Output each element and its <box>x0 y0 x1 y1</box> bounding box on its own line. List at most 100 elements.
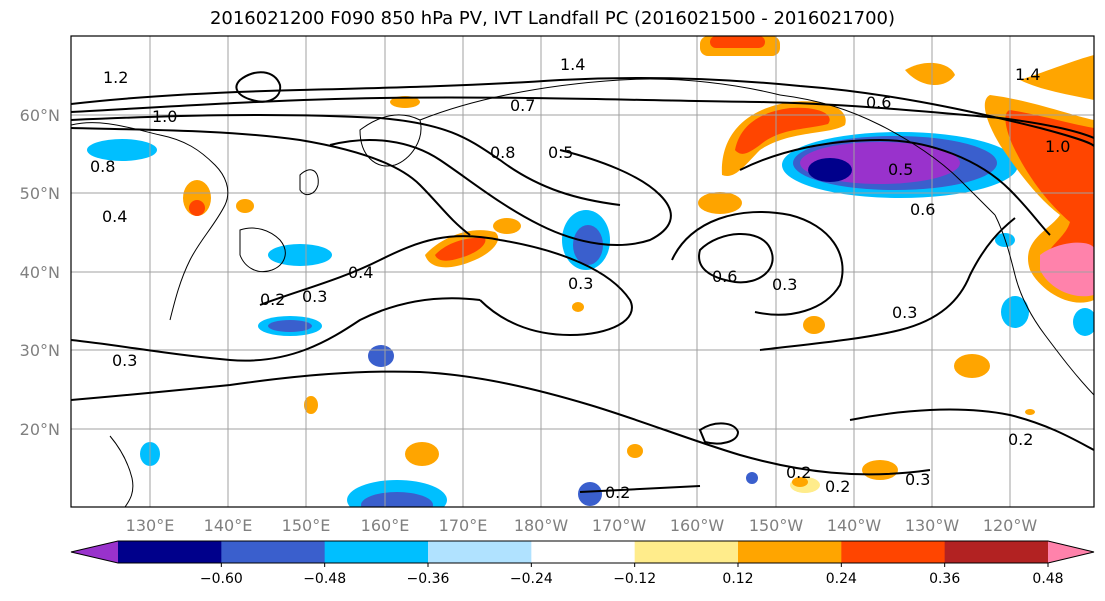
lon-label: 140°E <box>204 516 253 535</box>
lon-label: 170°E <box>439 516 488 535</box>
contour-label: 1.4 <box>560 55 585 74</box>
colorbar-tick-label: −0.60 <box>200 571 243 587</box>
negative-anomaly-small-2 <box>368 345 394 367</box>
contour-0-5-ring <box>671 211 844 316</box>
positive-anomaly-small-10-core <box>189 200 205 216</box>
negative-anomaly-west <box>87 139 157 161</box>
contour-label: 0.6 <box>910 200 935 219</box>
colorbar-tick-label: −0.48 <box>303 571 346 587</box>
colorbar-tick-label: −0.36 <box>407 571 450 587</box>
contour-label: 0.3 <box>568 274 593 293</box>
contour-0-2-east <box>849 408 1094 451</box>
contour-label: 1.4 <box>1015 65 1040 84</box>
positive-anomaly-small-18 <box>627 444 643 458</box>
shaded-pv-anomalies <box>87 36 1094 507</box>
lon-label: 130°W <box>905 516 960 535</box>
colorbar-segment <box>428 541 532 563</box>
colorbar-segment <box>738 541 842 563</box>
positive-anomaly-small-16 <box>304 396 318 414</box>
negative-anomaly-small-5 <box>1001 296 1029 328</box>
negative-anomaly-japan <box>268 244 332 266</box>
contour-0-2 <box>71 370 931 476</box>
colorbar-segment <box>221 541 326 563</box>
colorbar-tick-label: 0.24 <box>826 571 857 587</box>
contour-label: 0.8 <box>90 157 115 176</box>
positive-anomaly-midlat-core <box>435 237 486 261</box>
coastline-na-west <box>994 214 1094 396</box>
lon-label: 150°E <box>282 516 331 535</box>
colorbar: −0.60 −0.48 −0.36 −0.24 −0.12 0.12 0.24 0.36 0.4… <box>70 540 1095 587</box>
positive-anomaly-small-11 <box>236 199 254 213</box>
contour-label: 0.5 <box>888 160 913 179</box>
contour-label: 0.3 <box>892 303 917 322</box>
contour-0-6-ring <box>698 233 774 284</box>
colorbar-segment <box>531 541 636 563</box>
lon-label: 170°W <box>592 516 647 535</box>
positive-anomaly-small-22 <box>1025 409 1035 415</box>
positive-anomaly-na-peak <box>1040 242 1094 297</box>
colorbar-extend-high <box>1048 541 1094 563</box>
contour-label: 0.5 <box>548 143 573 162</box>
contour-label: 0.6 <box>866 93 891 112</box>
coastline-bering <box>419 78 781 121</box>
negative-anomaly-south-core <box>361 492 433 507</box>
map-title: 2016021200 F090 850 hPa PV, IVT Landfall… <box>209 8 896 29</box>
contour-labels: 1.2 1.4 1.0 0.7 0.8 0.5 0.6 0.5 0.6 1.4 … <box>90 55 1070 502</box>
contour-label: 0.3 <box>905 470 930 489</box>
contour-label: 0.2 <box>825 477 850 496</box>
contour-0-4 <box>259 235 633 337</box>
contour-label: 0.3 <box>772 275 797 294</box>
negative-anomaly-small-8 <box>746 472 758 484</box>
lat-label: 20°N <box>20 420 60 439</box>
plot-frame <box>70 35 1095 508</box>
contour-0-3-west <box>71 297 481 362</box>
lon-label: 150°W <box>749 516 804 535</box>
lat-label: 40°N <box>20 263 60 282</box>
contour-label: 0.2 <box>786 463 811 482</box>
pv-contours <box>71 71 1094 493</box>
contour-label: 1.0 <box>152 107 177 126</box>
positive-anomaly-na-north <box>1020 55 1094 100</box>
colorbar-tick-label: 0.36 <box>929 571 960 587</box>
contour-label: 0.7 <box>510 96 535 115</box>
contour-label: 0.6 <box>712 267 737 286</box>
lon-labels: 130°E 140°E 150°E 160°E 170°E 180°W 170°… <box>126 516 1038 535</box>
contour-label: 0.2 <box>1008 430 1033 449</box>
lat-label: 30°N <box>20 341 60 360</box>
lon-label: 120°W <box>983 516 1038 535</box>
contour-label: 0.2 <box>260 290 285 309</box>
positive-anomaly-small-21 <box>572 302 584 312</box>
lat-label: 60°N <box>20 106 60 125</box>
contour-label: 0.3 <box>112 351 137 370</box>
colorbar-segment <box>324 541 429 563</box>
colorbar-tick-label: 0.12 <box>722 571 753 587</box>
positive-anomaly-north-core <box>735 107 830 154</box>
contour-closed-north <box>235 71 282 103</box>
coastline-kurils <box>299 169 319 196</box>
contour-0-8 <box>71 127 471 236</box>
contour-closed-small <box>698 422 740 445</box>
positive-anomaly-small-20-core <box>792 477 808 487</box>
negative-anomaly-central-core <box>573 225 603 265</box>
lon-label: 180°W <box>514 516 569 535</box>
contour-0-3-east <box>759 217 1016 351</box>
contour-label: 0.2 <box>605 483 630 502</box>
positive-anomaly-small-19 <box>862 460 898 480</box>
negative-anomaly-small-4 <box>578 482 602 506</box>
positive-anomaly-small-17 <box>405 442 439 466</box>
positive-anomaly-top-core <box>710 36 765 48</box>
coastline-japan <box>239 227 286 273</box>
contour-label: 0.3 <box>302 287 327 306</box>
positive-anomaly-small-9 <box>493 218 521 234</box>
coastline-philippines <box>109 435 134 507</box>
colorbar-tick-label: −0.12 <box>613 571 656 587</box>
lon-label: 140°W <box>827 516 882 535</box>
contour-label: 0.4 <box>348 263 373 282</box>
negative-anomaly-small-6 <box>1073 308 1094 336</box>
positive-anomaly-small-15 <box>954 354 990 378</box>
negative-anomaly-center <box>808 158 852 182</box>
colorbar-segment <box>944 541 1049 563</box>
contour-label: 1.0 <box>1045 137 1070 156</box>
positive-anomaly-small-1 <box>905 62 955 86</box>
negative-anomaly-south-japan-core <box>268 320 312 332</box>
